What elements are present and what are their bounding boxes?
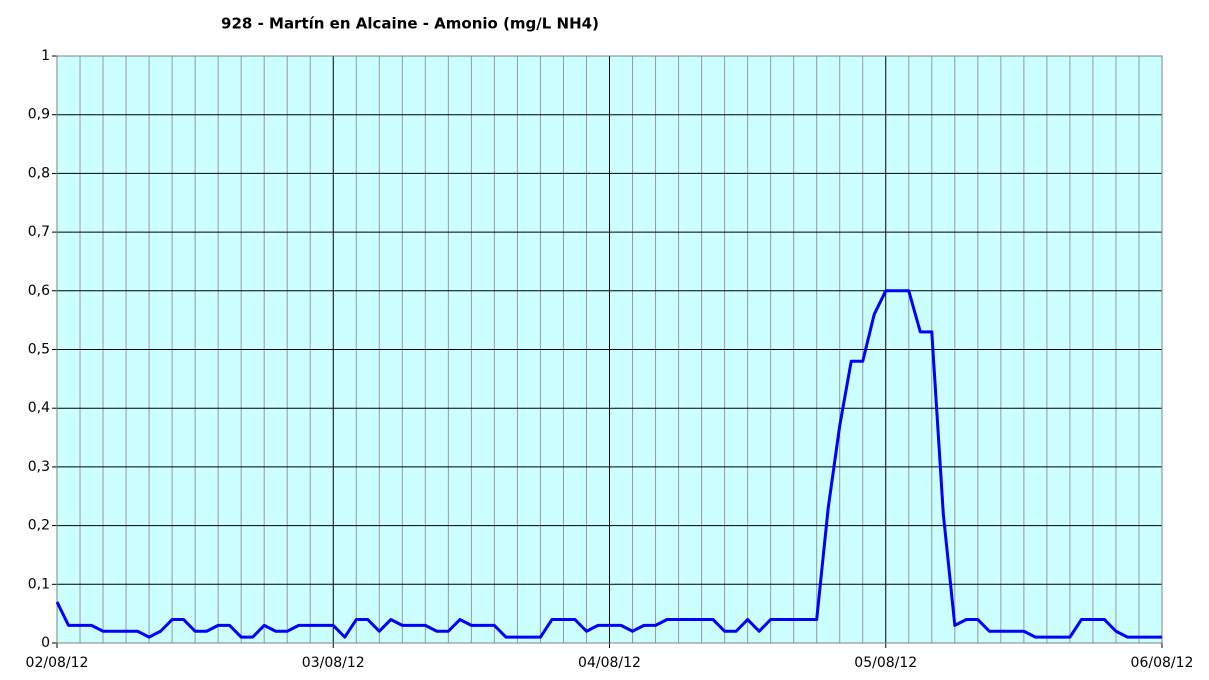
y-tick-label: 0,6 — [28, 283, 50, 299]
x-tick-label: 02/08/12 — [26, 655, 89, 671]
y-tick-label: 0,8 — [28, 165, 50, 181]
x-tick-label: 05/08/12 — [854, 655, 917, 671]
x-tick-label: 04/08/12 — [578, 655, 641, 671]
y-tick-label: 0,5 — [28, 342, 50, 358]
y-tick-label: 0,2 — [28, 518, 50, 534]
y-tick-label: 0,3 — [28, 459, 50, 475]
x-tick-label: 03/08/12 — [302, 655, 365, 671]
y-tick-label: 0,9 — [28, 107, 50, 123]
plot-border — [56, 55, 1163, 644]
y-tick-label: 0,7 — [28, 224, 50, 240]
y-tick-label: 0,4 — [28, 400, 50, 416]
y-tick-label: 0 — [41, 635, 50, 651]
x-tick-label: 06/08/12 — [1131, 655, 1194, 671]
chart-title: 928 - Martín en Alcaine - Amonio (mg/L N… — [221, 15, 599, 33]
y-tick-label: 0,1 — [28, 576, 50, 592]
data-line — [55, 289, 1162, 639]
y-tick-label: 1 — [41, 48, 50, 64]
